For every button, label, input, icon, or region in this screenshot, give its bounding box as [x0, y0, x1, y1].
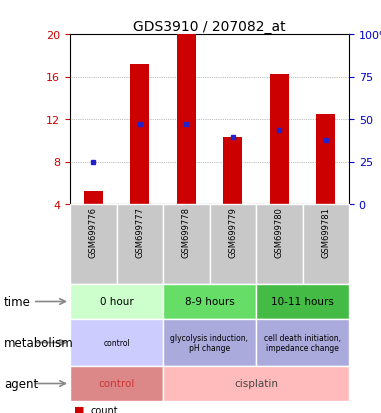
Text: 10-11 hours: 10-11 hours: [271, 297, 334, 307]
Text: GSM699779: GSM699779: [228, 207, 237, 258]
Text: GSM699781: GSM699781: [321, 207, 330, 258]
Text: control: control: [98, 379, 135, 389]
FancyBboxPatch shape: [163, 366, 349, 401]
FancyBboxPatch shape: [256, 319, 349, 366]
Text: cell death initiation,
impedance change: cell death initiation, impedance change: [264, 333, 341, 352]
FancyBboxPatch shape: [70, 284, 163, 319]
FancyBboxPatch shape: [117, 204, 163, 284]
Text: cisplatin: cisplatin: [234, 379, 278, 389]
Bar: [223, 138, 242, 204]
Text: GSM699777: GSM699777: [135, 207, 144, 258]
FancyBboxPatch shape: [70, 204, 117, 284]
FancyBboxPatch shape: [70, 319, 163, 366]
Text: glycolysis induction,
pH change: glycolysis induction, pH change: [171, 333, 248, 352]
FancyBboxPatch shape: [163, 319, 256, 366]
Bar: [177, 35, 195, 204]
Text: 0 hour: 0 hour: [99, 297, 133, 307]
FancyBboxPatch shape: [303, 204, 349, 284]
FancyBboxPatch shape: [70, 366, 163, 401]
Bar: [84, 192, 102, 204]
Text: 8-9 hours: 8-9 hours: [185, 297, 234, 307]
FancyBboxPatch shape: [210, 204, 256, 284]
Text: control: control: [103, 338, 130, 347]
Text: GSM699780: GSM699780: [275, 207, 284, 258]
FancyBboxPatch shape: [256, 284, 349, 319]
Bar: [317, 114, 335, 204]
FancyBboxPatch shape: [163, 204, 210, 284]
Text: time: time: [4, 295, 31, 308]
Text: GSM699778: GSM699778: [182, 207, 191, 258]
Bar: [130, 64, 149, 204]
Text: GSM699776: GSM699776: [89, 207, 98, 258]
FancyBboxPatch shape: [256, 204, 303, 284]
Text: metabolism: metabolism: [4, 336, 74, 349]
FancyBboxPatch shape: [163, 284, 256, 319]
Title: GDS3910 / 207082_at: GDS3910 / 207082_at: [133, 20, 286, 34]
Bar: [270, 75, 288, 204]
Text: count: count: [91, 405, 118, 413]
Text: agent: agent: [4, 377, 38, 390]
Text: ■: ■: [74, 405, 84, 413]
